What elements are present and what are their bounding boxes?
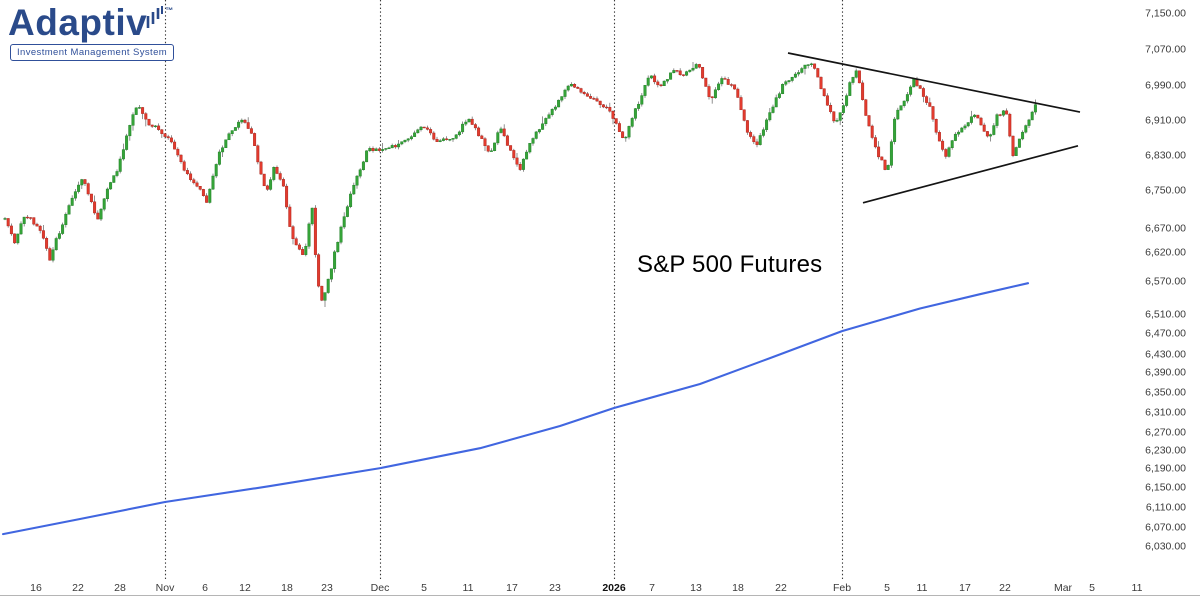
x-axis-label: Feb [833, 582, 851, 594]
y-axis-label: 6,190.00 [1145, 463, 1186, 475]
y-axis-label: 6,310.00 [1145, 407, 1186, 419]
x-axis-label: 7 [649, 582, 655, 594]
y-axis-label: 6,620.00 [1145, 247, 1186, 259]
x-axis-label: 23 [321, 582, 333, 594]
y-axis-label: 6,830.00 [1145, 150, 1186, 162]
y-axis-label: 6,350.00 [1145, 387, 1186, 399]
x-axis-label: 22 [775, 582, 787, 594]
month-gridlines [164, 0, 844, 581]
y-axis-label: 6,910.00 [1145, 115, 1186, 127]
x-axis-label: 11 [1132, 582, 1143, 594]
trademark-mark: ™ [165, 6, 174, 15]
x-axis-label: 23 [549, 582, 561, 594]
logo-candlestick-icon [146, 6, 164, 28]
adaptiv-logo: Adaptiv ™ Investment Management System [8, 4, 175, 61]
x-axis-label: 5 [421, 582, 427, 594]
upper-triangle-trendline [787, 52, 1081, 113]
x-axis-label: 5 [1089, 582, 1095, 594]
x-axis-label: Nov [156, 582, 175, 594]
x-axis-label: 28 [114, 582, 126, 594]
candlestick-series [3, 62, 1037, 307]
y-axis-label: 6,570.00 [1145, 276, 1186, 288]
y-axis-label: 7,150.00 [1145, 8, 1186, 20]
x-axis-label: 11 [917, 582, 928, 594]
y-axis-label: 7,070.00 [1145, 44, 1186, 56]
moving-average-line [1, 282, 1030, 536]
x-axis-label: 22 [999, 582, 1011, 594]
x-axis-label: 18 [281, 582, 293, 594]
lower-triangle-trendline [862, 144, 1079, 204]
y-axis-label: 6,670.00 [1145, 223, 1186, 235]
y-axis-label: 6,470.00 [1145, 328, 1186, 340]
y-axis-label: 6,110.00 [1146, 502, 1186, 514]
x-axis-label: 17 [506, 582, 518, 594]
y-axis-label: 6,430.00 [1145, 349, 1186, 361]
x-axis-label: Mar [1054, 582, 1073, 594]
y-axis-label: 6,070.00 [1145, 522, 1186, 534]
x-axis-label: 16 [30, 582, 42, 594]
logo-row: Adaptiv ™ [8, 4, 174, 41]
x-axis-label: 13 [690, 582, 702, 594]
y-axis-label: 6,750.00 [1145, 185, 1186, 197]
chart-title-label: S&P 500 Futures [637, 251, 823, 278]
y-axis-label: 6,150.00 [1145, 482, 1186, 494]
y-axis-label: 6,510.00 [1145, 309, 1186, 321]
y-axis-label: 6,990.00 [1145, 80, 1186, 92]
x-axis-labels: 16 22 28 Nov 6 12 18 23 Dec 5 11 17 23 2026 7 13 18 22 Feb… [30, 582, 1142, 594]
x-axis-label: 17 [959, 582, 971, 594]
y-axis-label: 6,230.00 [1145, 445, 1186, 457]
x-axis-label: 2026 [602, 582, 626, 594]
y-axis-label: 6,030.00 [1145, 541, 1186, 553]
x-axis-label: 18 [732, 582, 744, 594]
x-axis-label: 6 [202, 582, 208, 594]
x-axis-label: 5 [884, 582, 890, 594]
y-axis-label: 6,390.00 [1145, 367, 1186, 379]
x-axis-label: 11 [463, 582, 474, 594]
y-axis-labels: 7,150.00 7,070.00 6,990.00 6,910.00 6,830.00… [1145, 8, 1186, 553]
x-axis-label: 12 [239, 582, 251, 594]
y-axis-label: 6,270.00 [1145, 427, 1186, 439]
x-axis-label: Dec [371, 582, 390, 594]
brand-name: Adaptiv [8, 2, 148, 43]
x-axis-label: 22 [72, 582, 84, 594]
logo-tagline: Investment Management System [10, 44, 175, 61]
